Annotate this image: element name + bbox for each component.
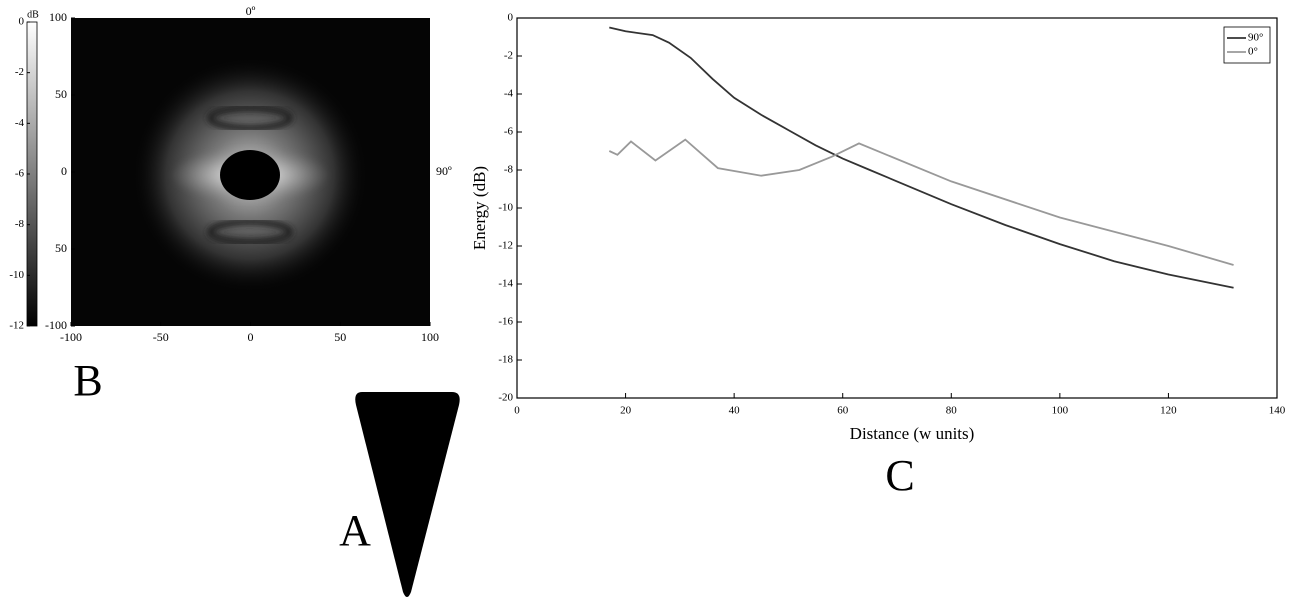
x-tick-label: 20 — [620, 405, 632, 417]
y-tick-label: -8 — [504, 164, 514, 176]
colorbar-tick-label: -2 — [15, 66, 24, 78]
colorbar-tick-label: -6 — [15, 168, 25, 180]
y-tick-label: 50 — [55, 87, 67, 101]
y-tick-label: -6 — [504, 126, 514, 138]
panel-label: C — [885, 451, 914, 500]
x-tick-label: 80 — [946, 405, 958, 417]
legend-label: 90° — [1248, 32, 1263, 44]
line-series — [608, 138, 1234, 266]
legend-box — [1223, 26, 1271, 64]
y-tick-label: -100 — [45, 318, 67, 332]
triangle-shape — [355, 392, 460, 597]
y-axis-label: Energy (dB) — [470, 166, 489, 250]
y-tick-label: -12 — [498, 240, 513, 252]
y-tick-label: -16 — [498, 316, 513, 328]
y-tick-label: -4 — [504, 88, 514, 100]
colorbar-tick-label: -10 — [9, 269, 24, 281]
x-tick-label: 100 — [1052, 405, 1069, 417]
colorbar-label: dB — [27, 9, 39, 20]
y-tick-label: 0 — [508, 12, 514, 24]
y-tick-label: 100 — [49, 10, 67, 24]
x-tick-label: -100 — [60, 330, 82, 344]
y-tick-label: -2 — [504, 50, 513, 62]
x-tick-label: 50 — [334, 330, 346, 344]
panel-label: B — [73, 356, 102, 405]
x-tick-label: 140 — [1269, 405, 1286, 417]
panel-label: A — [339, 506, 371, 555]
heatmap-image — [71, 18, 430, 326]
colorbar-tick-label: -8 — [15, 218, 25, 230]
x-tick-label: 0 — [248, 330, 254, 344]
x-axis-label: Distance (w units) — [850, 424, 975, 443]
line-series — [609, 26, 1234, 289]
x-tick-label: 100 — [421, 330, 439, 344]
plot-frame — [516, 17, 1278, 399]
x-tick-label: 0 — [514, 405, 520, 417]
colorbar-tick-label: -4 — [15, 117, 25, 129]
y-tick-label: 0 — [61, 164, 67, 178]
annotation: 0º — [246, 4, 256, 18]
y-tick-label: -20 — [498, 392, 513, 404]
x-tick-label: 120 — [1160, 405, 1177, 417]
legend-label: 0° — [1248, 46, 1258, 58]
x-tick-label: -50 — [153, 330, 169, 344]
x-tick-label: 60 — [837, 405, 849, 417]
colorbar-tick-label: 0 — [19, 16, 25, 28]
y-tick-label: -10 — [498, 202, 513, 214]
colorbar-tick-label: -12 — [9, 320, 24, 332]
y-tick-label: 50 — [55, 241, 67, 255]
annotation: 90º — [436, 164, 452, 178]
x-tick-label: 40 — [729, 405, 741, 417]
y-tick-label: -14 — [498, 278, 513, 290]
y-tick-label: -18 — [498, 354, 513, 366]
